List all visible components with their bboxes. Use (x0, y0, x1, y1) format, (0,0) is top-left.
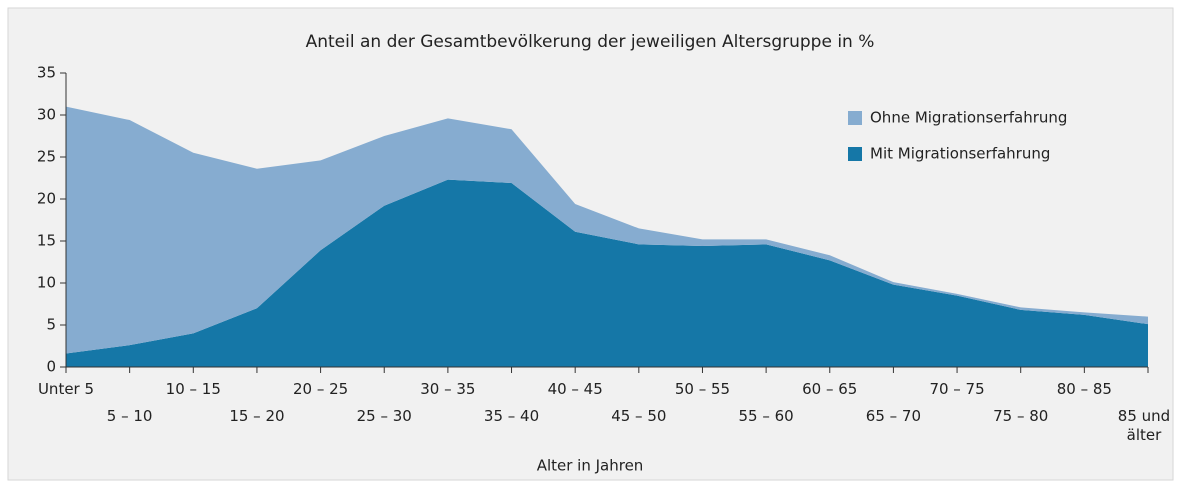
y-tick-label: 5 (46, 316, 56, 334)
chart-title: Anteil an der Gesamtbevölkerung der jewe… (306, 32, 875, 52)
legend-label: Mit Migrationserfahrung (870, 145, 1050, 163)
y-tick-label: 20 (37, 190, 56, 208)
x-tick-label: 5 – 10 (106, 407, 153, 425)
y-tick-label: 10 (37, 274, 56, 292)
x-tick-label: 25 – 30 (356, 407, 412, 425)
x-tick-label: 80 – 85 (1056, 380, 1112, 398)
x-axis-label: Alter in Jahren (537, 457, 644, 475)
x-tick-label: 50 – 55 (674, 380, 731, 398)
x-tick-label: 40 – 45 (547, 380, 603, 398)
x-tick-label: 15 – 20 (229, 407, 285, 425)
y-tick-label: 15 (37, 232, 56, 250)
y-tick-label: 0 (46, 358, 56, 376)
area (66, 106, 1148, 354)
legend-label: Ohne Migrationserfahrung (870, 109, 1067, 127)
x-tick-label: 35 – 40 (483, 407, 540, 425)
x-tick-label: 75 – 80 (993, 407, 1049, 425)
x-tick-label: 55 – 60 (738, 407, 794, 425)
legend-swatch (848, 147, 862, 161)
x-tick-label: Unter 5 (37, 380, 95, 398)
x-tick-label: 60 – 65 (802, 380, 858, 398)
x-tick-label: 20 – 25 (292, 380, 349, 398)
x-tick-label: 70 – 75 (929, 380, 985, 398)
x-tick-label: 45 – 50 (611, 407, 667, 425)
area (66, 179, 1148, 367)
legend-swatch (848, 111, 862, 125)
y-tick-label: 25 (37, 148, 56, 166)
x-tick-label: 65 – 70 (865, 407, 922, 425)
x-tick-label: 85 und älter (1117, 407, 1171, 444)
x-tick-label: 10 – 15 (165, 380, 221, 398)
y-tick-label: 35 (37, 64, 56, 82)
x-tick-label: 30 – 35 (420, 380, 476, 398)
y-tick-label: 30 (37, 106, 56, 124)
